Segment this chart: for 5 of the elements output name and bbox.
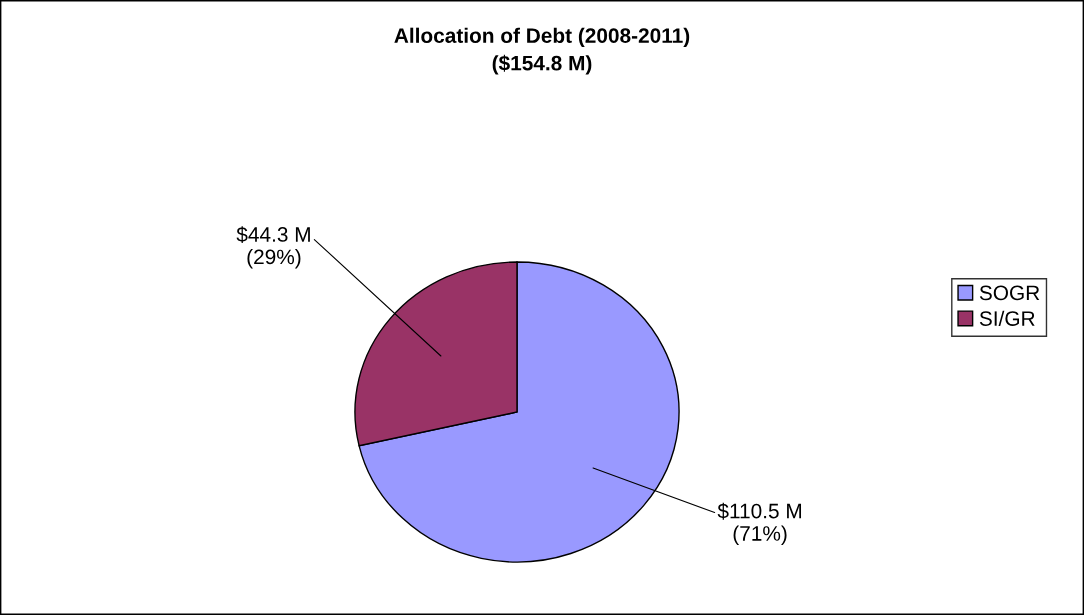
data-label: $44.3 M (29%): [236, 226, 310, 269]
chart-title: Allocation of Debt (2008-2011) ($154.8 M): [394, 27, 690, 75]
data-label: $110.5 M (71%): [717, 502, 802, 545]
legend-label: SOGR: [979, 285, 1040, 301]
legend-label: SI/GR: [979, 310, 1035, 326]
